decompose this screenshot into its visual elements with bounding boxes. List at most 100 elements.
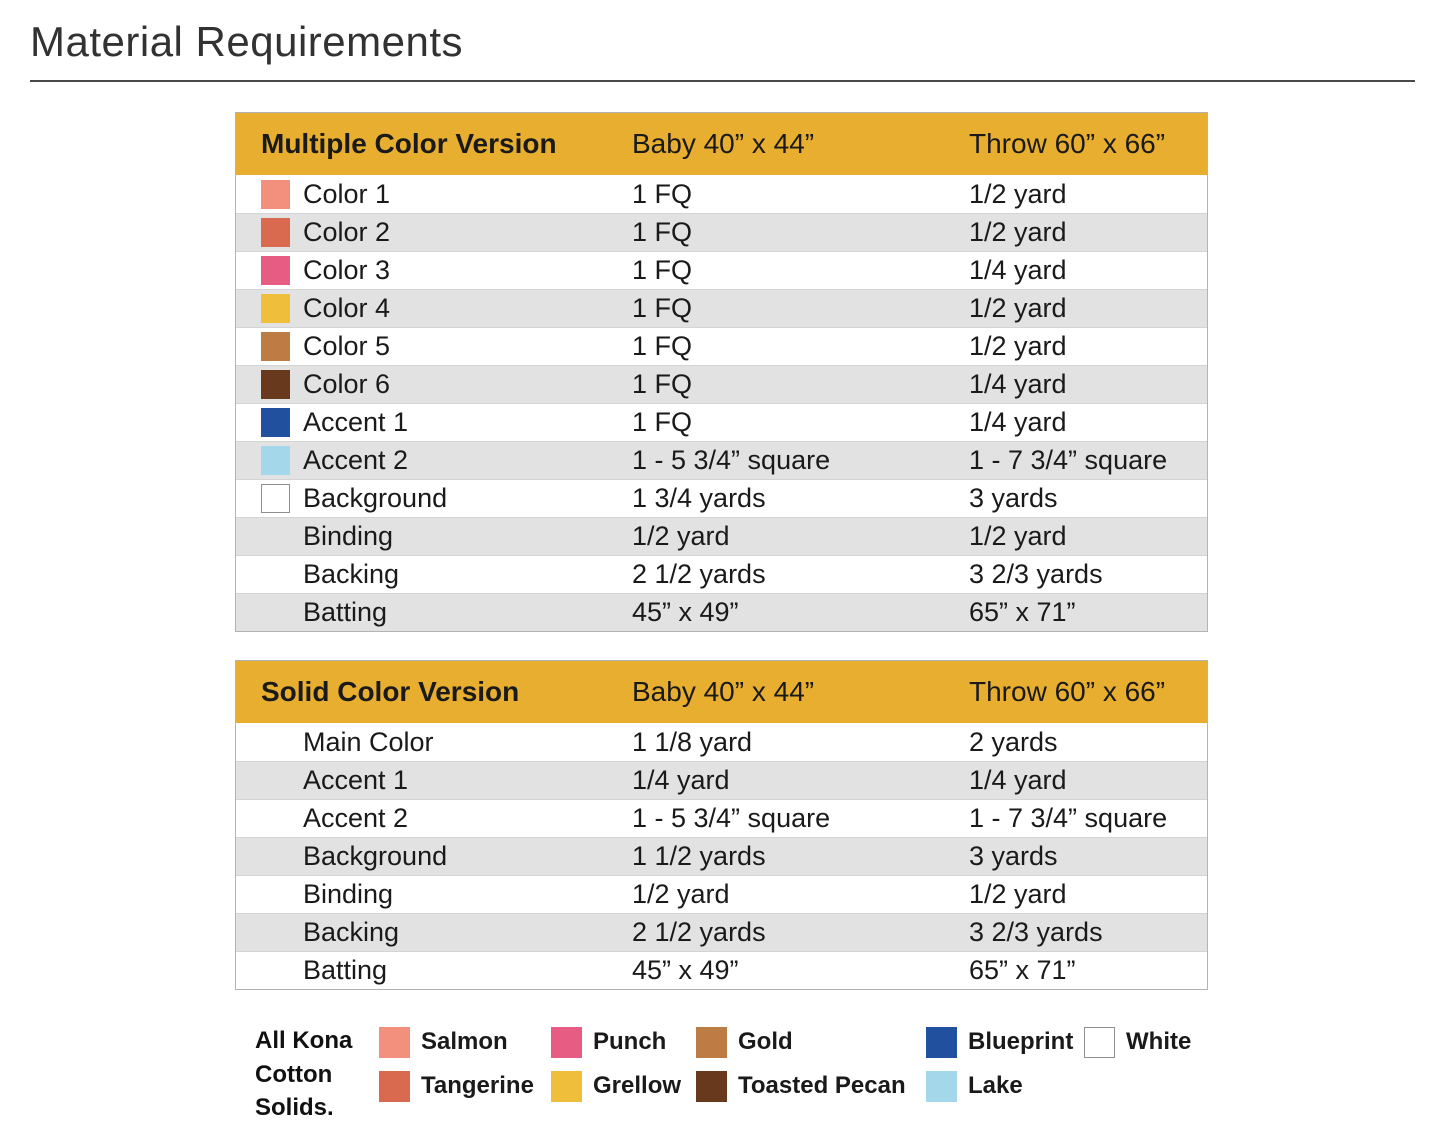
baby-size-value: 1/2 yard: [632, 521, 730, 551]
legend-label: Punch: [593, 1028, 667, 1055]
row-name-cell: Accent 1: [236, 765, 632, 796]
punch-color-swatch: [551, 1026, 582, 1058]
row-name-cell: Color 1: [236, 179, 632, 210]
baby-size-value: 1 FQ: [632, 369, 693, 399]
legend-column: White: [1084, 1026, 1234, 1102]
row-label: Color 3: [303, 255, 391, 285]
swatch-spacer: [261, 728, 290, 757]
baby-size-value: 45” x 49”: [632, 597, 739, 627]
legend-swatch-columns: Salmon Tangerine Punch Grellow Gold Toasted P…: [379, 1024, 1234, 1102]
swatch-spacer: [261, 918, 290, 947]
legend-item-gold: Gold: [696, 1026, 926, 1058]
table-header-row: Solid Color Version Baby 40” x 44” Throw…: [236, 661, 1207, 723]
legend-column: Blueprint Lake: [926, 1026, 1084, 1102]
white-color-swatch: [1084, 1026, 1115, 1058]
legend-item-salmon: Salmon: [379, 1026, 551, 1058]
row-label: Main Color: [303, 726, 434, 757]
baby-size-value: 1/2 yard: [632, 879, 730, 909]
legend-label: Toasted Pecan: [738, 1072, 906, 1099]
table-row-accent-2: Accent 2 1 - 5 3/4” square 1 - 7 3/4” squa…: [236, 441, 1207, 479]
row-label: Color 2: [303, 217, 391, 247]
toasted_pecan-color-swatch: [261, 370, 290, 399]
blueprint-color-swatch: [261, 408, 290, 437]
swatch-spacer: [261, 560, 290, 589]
baby-size-value: 45” x 49”: [632, 955, 739, 985]
row-name-cell: Main Color: [236, 727, 632, 758]
row-name-cell: Color 6: [236, 369, 632, 400]
row-name-cell: Background: [236, 483, 632, 514]
swatch-spacer: [261, 766, 290, 795]
table-body: Main Color 1 1/8 yard 2 yards Accent 1 1/4 y…: [236, 723, 1207, 989]
row-label: Background: [303, 841, 448, 871]
column-header-throw: Throw 60” x 66”: [969, 128, 1166, 159]
column-header-throw: Throw 60” x 66”: [969, 676, 1166, 707]
table-row-background: Background 1 3/4 yards 3 yards: [236, 479, 1207, 517]
legend-item-grellow: Grellow: [551, 1070, 696, 1102]
baby-size-value: 1 3/4 yards: [632, 483, 766, 513]
column-header-baby: Baby 40” x 44”: [632, 128, 815, 159]
solid-color-version-table: Solid Color Version Baby 40” x 44” Throw…: [235, 660, 1208, 990]
legend-label: Gold: [738, 1028, 793, 1055]
baby-size-value: 1 - 5 3/4” square: [632, 803, 831, 833]
throw-size-value: 1/4 yard: [969, 369, 1067, 399]
kona-note: All Kona Cotton Solids.: [255, 1027, 353, 1122]
swatch-spacer: [261, 880, 290, 909]
multiple-color-version-table: Multiple Color Version Baby 40” x 44” Th…: [235, 112, 1208, 632]
blueprint-color-swatch: [926, 1026, 957, 1058]
table-row-accent-2: Accent 2 1 - 5 3/4” square 1 - 7 3/4” squa…: [236, 799, 1207, 837]
table-row-accent-1: Accent 1 1 FQ 1/4 yard: [236, 403, 1207, 441]
table-row-binding: Binding 1/2 yard 1/2 yard: [236, 517, 1207, 555]
row-name-cell: Accent 2: [236, 803, 632, 834]
salmon-color-swatch: [261, 179, 290, 209]
column-header-baby: Baby 40” x 44”: [632, 676, 815, 707]
table-header-row: Multiple Color Version Baby 40” x 44” Th…: [236, 113, 1207, 175]
tangerine-color-swatch: [261, 218, 290, 247]
tangerine-color-swatch: [379, 1070, 410, 1102]
legend-column: Salmon Tangerine: [379, 1026, 551, 1102]
throw-size-value: 1/4 yard: [969, 407, 1067, 437]
legend-label: Lake: [968, 1072, 1023, 1099]
throw-size-value: 65” x 71”: [969, 597, 1076, 627]
throw-size-value: 1/2 yard: [969, 178, 1067, 209]
throw-size-value: 1 - 7 3/4” square: [969, 803, 1168, 833]
throw-size-value: 1/2 yard: [969, 879, 1067, 909]
table-title: Multiple Color Version: [261, 128, 557, 159]
legend-column: Gold Toasted Pecan: [696, 1026, 926, 1102]
row-label: Backing: [303, 559, 400, 589]
legend-item-tangerine: Tangerine: [379, 1070, 551, 1102]
salmon-color-swatch: [379, 1026, 410, 1058]
table-row-backing: Backing 2 1/2 yards 3 2/3 yards: [236, 913, 1207, 951]
row-name-cell: Batting: [236, 955, 632, 986]
page-title: Material Requirements: [30, 18, 464, 65]
grellow-color-swatch: [261, 294, 290, 323]
table-row-batting: Batting 45” x 49” 65” x 71”: [236, 593, 1207, 631]
baby-size-value: 1 FQ: [632, 331, 693, 361]
baby-size-value: 1 FQ: [632, 178, 693, 209]
toasted_pecan-color-swatch: [696, 1070, 727, 1102]
row-label: Color 5: [303, 331, 391, 361]
table-row-backing: Backing 2 1/2 yards 3 2/3 yards: [236, 555, 1207, 593]
row-label: Accent 1: [303, 765, 409, 795]
baby-size-value: 1 - 5 3/4” square: [632, 445, 831, 475]
throw-size-value: 1/4 yard: [969, 765, 1067, 795]
baby-size-value: 1 FQ: [632, 293, 693, 323]
lake-color-swatch: [261, 446, 290, 475]
title-divider: [30, 80, 1415, 82]
row-name-cell: Backing: [236, 559, 632, 590]
legend-label: Grellow: [593, 1072, 682, 1099]
baby-size-value: 2 1/2 yards: [632, 917, 766, 947]
row-name-cell: Color 3: [236, 255, 632, 286]
legend-item-lake: Lake: [926, 1070, 1084, 1102]
table-row-color-6: Color 6 1 FQ 1/4 yard: [236, 365, 1207, 403]
row-label: Accent 2: [303, 445, 409, 475]
row-name-cell: Batting: [236, 597, 632, 628]
baby-size-value: 1 1/8 yard: [632, 726, 753, 757]
punch-color-swatch: [261, 256, 290, 285]
row-name-cell: Background: [236, 841, 632, 872]
row-name-cell: Accent 1: [236, 407, 632, 438]
table-row-color-4: Color 4 1 FQ 1/2 yard: [236, 289, 1207, 327]
throw-size-value: 1/2 yard: [969, 521, 1067, 551]
row-label: Backing: [303, 917, 400, 947]
row-label: Binding: [303, 879, 394, 909]
